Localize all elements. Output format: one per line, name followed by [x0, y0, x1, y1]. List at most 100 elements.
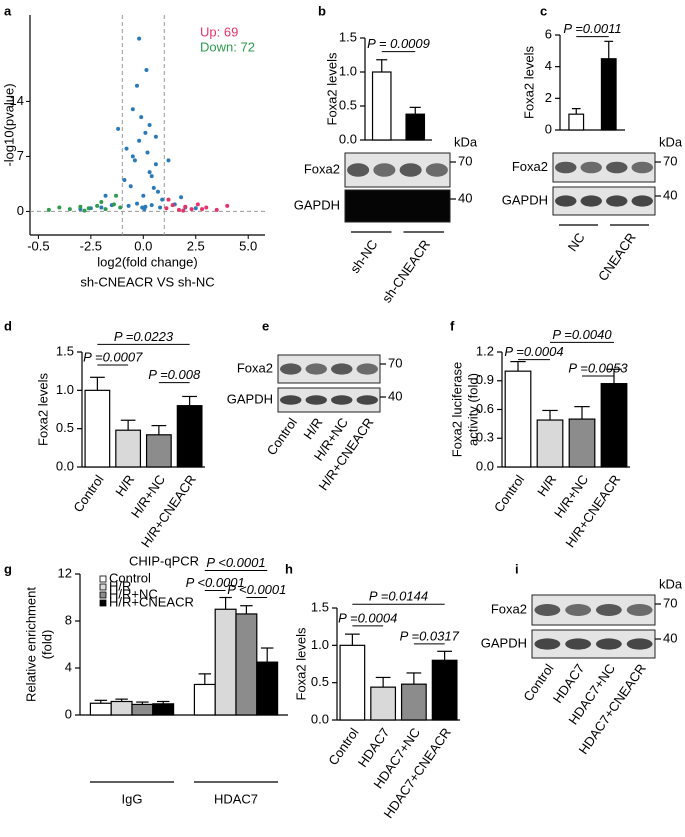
x-tick-label: H/R — [112, 472, 137, 499]
point — [155, 189, 160, 194]
legend-swatch — [99, 599, 107, 607]
point — [170, 203, 175, 208]
point — [144, 68, 149, 72]
bar — [145, 434, 172, 468]
legend-label: H/R+NC — [109, 586, 158, 601]
point — [57, 205, 62, 210]
y-tick-label: 1.0 — [311, 637, 329, 652]
y-tick-label: 6 — [545, 26, 552, 41]
point — [128, 184, 133, 189]
point — [95, 203, 100, 208]
point — [122, 178, 127, 182]
point — [145, 150, 150, 155]
bar — [339, 644, 366, 721]
point — [137, 138, 142, 143]
point — [82, 208, 87, 213]
panel-label: c — [540, 3, 547, 18]
bar — [600, 383, 628, 468]
blot-band — [399, 163, 422, 177]
bar — [568, 418, 596, 468]
legend-label: Control — [109, 570, 151, 585]
point — [139, 115, 144, 120]
y-tick-label: 4 — [545, 58, 552, 73]
marker-label: 70 — [663, 153, 677, 168]
x-tick-label: H/R — [534, 472, 559, 499]
x-tick-label: 0.0 — [134, 238, 152, 253]
x-tick-label: sh-CNEACR — [379, 237, 433, 305]
bar — [431, 659, 458, 721]
x-axis-label: log2(fold change) — [97, 254, 197, 269]
point — [135, 83, 140, 88]
point — [147, 123, 152, 127]
bar — [405, 113, 426, 141]
blot-band — [305, 363, 327, 375]
blot-row-label: GAPDH — [294, 197, 340, 212]
blot-band — [606, 195, 628, 207]
bar — [176, 405, 203, 468]
point — [99, 200, 104, 204]
p-value: P =0.008 — [148, 367, 201, 382]
point — [166, 197, 171, 202]
legend-swatch — [99, 583, 107, 591]
blot-band — [606, 161, 628, 174]
point — [86, 206, 91, 211]
y-tick-label: 0 — [65, 706, 72, 721]
lane-label: Control — [264, 415, 300, 458]
blot-band — [555, 161, 577, 174]
point — [103, 207, 108, 212]
point — [46, 207, 51, 212]
point — [166, 158, 171, 163]
point — [130, 154, 135, 159]
blot-row — [344, 189, 451, 223]
marker-label: 40 — [663, 630, 677, 645]
p-value: P = 0.0009 — [367, 36, 430, 51]
legend-label: H/R — [109, 578, 131, 593]
blot-row-label: Foxa2 — [491, 601, 527, 616]
point — [124, 146, 129, 151]
bar — [89, 702, 112, 716]
point — [143, 130, 148, 135]
point — [147, 170, 152, 175]
y-tick-label: 0 — [545, 121, 552, 136]
bar — [256, 661, 279, 716]
marker-label: 70 — [388, 355, 402, 370]
p-value: P <0.0001 — [186, 575, 245, 590]
y-tick-label: 1.5 — [311, 599, 329, 614]
p-value: P =0.0317 — [400, 628, 460, 643]
blot-row-label: Foxa2 — [304, 161, 340, 176]
y-axis-label: Foxa2 levels — [35, 373, 50, 446]
x-tick-label: Control — [491, 472, 527, 515]
y-axis-label: Foxa2 luciferase — [449, 362, 464, 457]
blot-band — [580, 195, 602, 207]
blot-band — [555, 195, 577, 207]
p-value: P =0.0004 — [504, 344, 563, 359]
bar — [131, 703, 154, 716]
x-tick-label: -2.5 — [80, 238, 102, 253]
blot-row-label: GAPDH — [227, 391, 273, 406]
point — [153, 162, 158, 167]
bar — [214, 608, 237, 716]
point — [225, 203, 230, 208]
bar — [370, 686, 397, 721]
bar — [110, 700, 133, 716]
y-tick-label: 1.5 — [56, 343, 74, 358]
panel-label: i — [515, 561, 519, 576]
y-tick-label: 4 — [65, 659, 72, 674]
blot-band — [565, 638, 592, 650]
kda-label: kDa — [454, 134, 478, 149]
point — [179, 195, 184, 200]
bar — [193, 683, 216, 716]
point — [181, 208, 186, 213]
blot-band — [626, 604, 653, 616]
point — [126, 203, 131, 208]
y-axis-label: Foxa2 levels — [293, 627, 308, 700]
point — [132, 158, 137, 163]
blot-band — [356, 363, 378, 375]
panel-label: a — [4, 3, 12, 18]
p-value: P <0.0001 — [206, 555, 265, 570]
point — [189, 207, 194, 212]
chart-title: CHIP-qPCR — [129, 553, 199, 568]
y-tick-label: 2 — [545, 90, 552, 105]
legend-swatch — [99, 575, 107, 583]
point — [99, 205, 104, 210]
